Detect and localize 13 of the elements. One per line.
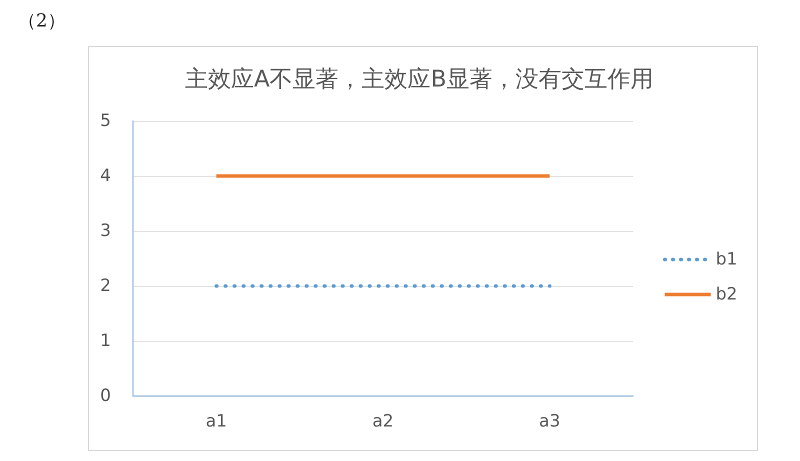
text: （2）	[18, 10, 66, 32]
legend-label: b2	[716, 284, 738, 304]
y-tick-label: 5	[100, 111, 111, 131]
x-tick-label: a1	[206, 412, 227, 432]
x-tick-label: a3	[539, 412, 560, 432]
chart-title: 主效应A不显著，主效应B显著，没有交互作用	[185, 66, 654, 92]
y-tick-label: 1	[100, 331, 111, 351]
y-tick-label: 3	[100, 221, 111, 241]
y-tick-label: 0	[100, 386, 111, 406]
x-tick-label: a2	[372, 412, 394, 432]
y-tick-label: 2	[100, 276, 111, 296]
y-tick-label: 4	[100, 166, 111, 186]
legend-label: b1	[716, 250, 738, 270]
